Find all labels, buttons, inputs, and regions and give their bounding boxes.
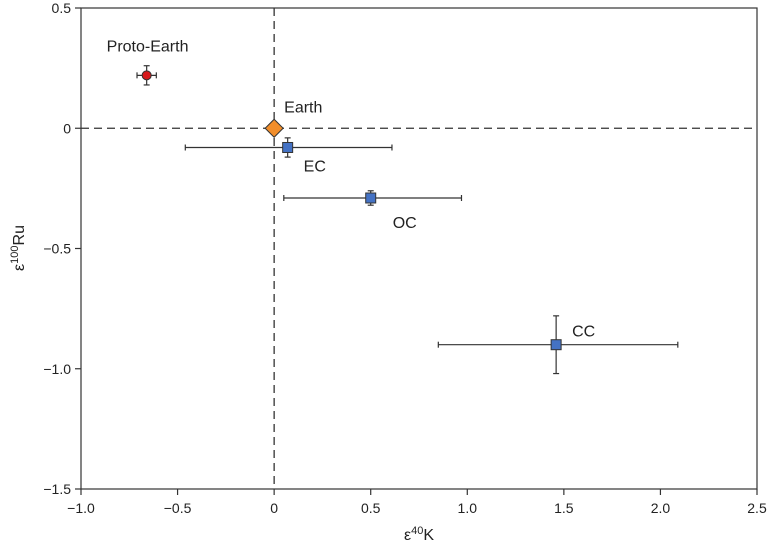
plot-frame	[80, 7, 758, 490]
data-label: OC	[393, 215, 417, 232]
square-marker	[365, 192, 377, 204]
data-point-ec: EC	[184, 137, 393, 175]
x-axis-label: ε40K	[404, 525, 434, 544]
diamond-marker	[264, 118, 284, 138]
square-marker	[282, 141, 294, 153]
x-axis-label-base: ε	[404, 527, 411, 544]
x-tick-label: −0.5	[164, 500, 192, 516]
x-axis-label-tail: K	[423, 527, 434, 544]
y-tick-label: −1.0	[43, 361, 71, 377]
x-tick-label: 1.0	[458, 500, 478, 516]
x-tick-label: 2.5	[747, 500, 767, 516]
x-tick-label: 0.5	[361, 500, 381, 516]
data-point-proto-earth: Proto-Earth	[107, 38, 189, 86]
x-axis-label-sup: 40	[411, 525, 423, 537]
data-label: Earth	[284, 99, 322, 116]
x-tick-label: 1.5	[554, 500, 574, 516]
data-label: Proto-Earth	[107, 38, 189, 55]
y-axis-label-base: ε	[11, 264, 28, 271]
data-point-oc: OC	[283, 190, 463, 232]
square-marker	[550, 339, 562, 351]
y-tick-label: −1.5	[43, 481, 71, 497]
data-point-earth: Earth	[264, 99, 322, 138]
y-axis-label-tail: Ru	[11, 225, 28, 245]
data-label: CC	[572, 324, 595, 341]
y-tick-label: 0	[63, 120, 71, 136]
circle-marker	[141, 70, 152, 81]
y-tick-label: 0.5	[52, 0, 72, 16]
data-point-cc: CC	[437, 315, 679, 375]
x-tick-label: −1.0	[67, 500, 95, 516]
y-axis-label-sup: 100	[9, 245, 21, 263]
x-tick-label: 0	[270, 500, 278, 516]
data-label: EC	[304, 158, 326, 175]
x-tick-label: 2.0	[651, 500, 671, 516]
y-axis-label: ε100Ru	[9, 225, 28, 271]
y-tick-label: −0.5	[43, 241, 71, 257]
